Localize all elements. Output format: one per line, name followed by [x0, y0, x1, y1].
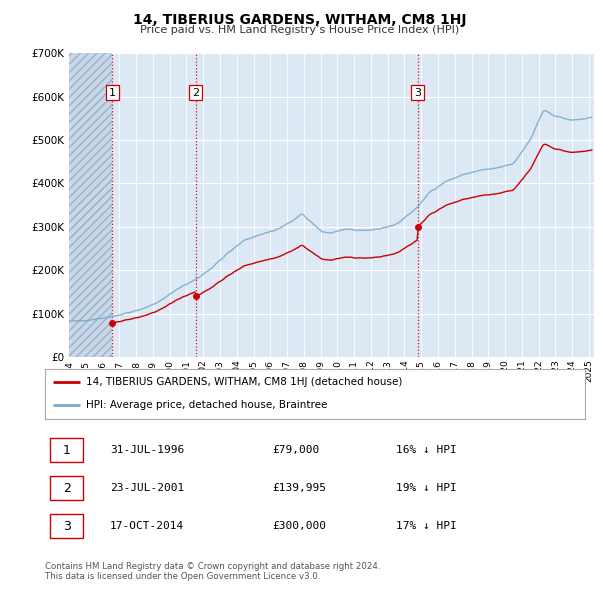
- Text: 31-JUL-1996: 31-JUL-1996: [110, 445, 184, 455]
- Text: 17-OCT-2014: 17-OCT-2014: [110, 522, 184, 531]
- Text: 16% ↓ HPI: 16% ↓ HPI: [396, 445, 457, 455]
- Text: HPI: Average price, detached house, Braintree: HPI: Average price, detached house, Brai…: [86, 401, 327, 411]
- Bar: [69, 53, 112, 357]
- Text: This data is licensed under the Open Government Licence v3.0.: This data is licensed under the Open Gov…: [45, 572, 320, 581]
- Text: £139,995: £139,995: [272, 483, 326, 493]
- Text: Contains HM Land Registry data © Crown copyright and database right 2024.: Contains HM Land Registry data © Crown c…: [45, 562, 380, 571]
- Bar: [50, 514, 83, 538]
- Text: 2: 2: [62, 481, 71, 495]
- Text: 23-JUL-2001: 23-JUL-2001: [110, 483, 184, 493]
- Text: 19% ↓ HPI: 19% ↓ HPI: [396, 483, 457, 493]
- Text: 14, TIBERIUS GARDENS, WITHAM, CM8 1HJ (detached house): 14, TIBERIUS GARDENS, WITHAM, CM8 1HJ (d…: [86, 377, 402, 387]
- Text: £79,000: £79,000: [272, 445, 319, 455]
- Text: 14, TIBERIUS GARDENS, WITHAM, CM8 1HJ: 14, TIBERIUS GARDENS, WITHAM, CM8 1HJ: [133, 13, 467, 27]
- Bar: [50, 476, 83, 500]
- Text: 17% ↓ HPI: 17% ↓ HPI: [396, 522, 457, 531]
- Text: 3: 3: [414, 87, 421, 97]
- Bar: [50, 438, 83, 462]
- Text: 1: 1: [109, 87, 116, 97]
- Text: 2: 2: [192, 87, 199, 97]
- Text: 1: 1: [62, 444, 71, 457]
- Text: 3: 3: [62, 520, 71, 533]
- Text: £300,000: £300,000: [272, 522, 326, 531]
- Text: Price paid vs. HM Land Registry’s House Price Index (HPI): Price paid vs. HM Land Registry’s House …: [140, 25, 460, 35]
